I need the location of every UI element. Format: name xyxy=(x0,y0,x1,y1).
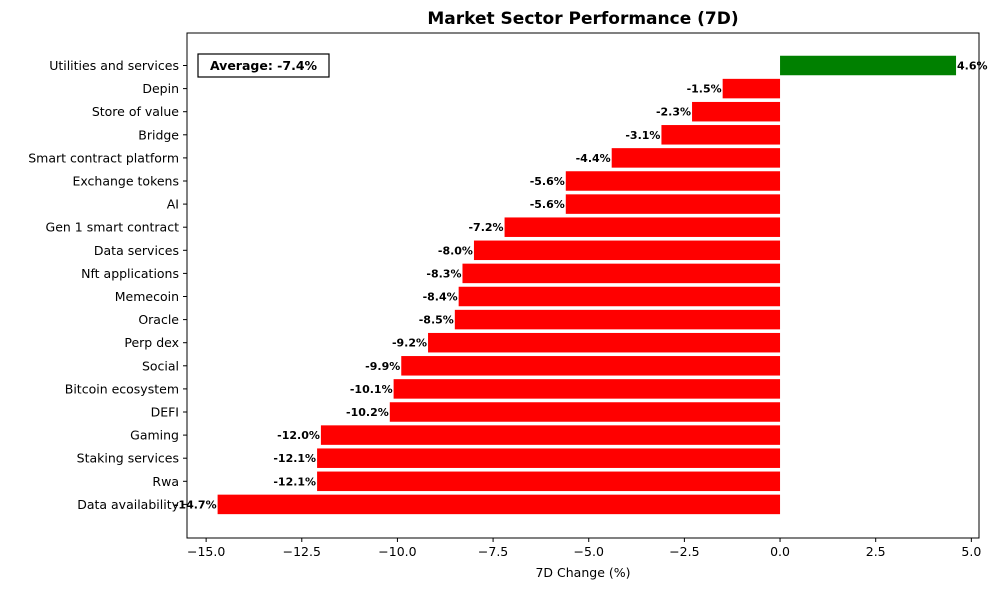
bar-value-label: -2.3% xyxy=(656,106,691,119)
bar-value-label: -1.5% xyxy=(687,83,722,96)
y-tick-label: Social xyxy=(142,358,179,373)
bar-value-label: -9.9% xyxy=(365,360,400,373)
y-tick-label: Memecoin xyxy=(115,289,179,304)
y-tick-label: Depin xyxy=(142,81,179,96)
bars-layer xyxy=(217,55,957,515)
bar xyxy=(692,101,781,122)
average-annotation-text: Average: -7.4% xyxy=(210,58,318,73)
y-tick-label: Utilities and services xyxy=(49,58,179,73)
bar xyxy=(393,379,781,399)
y-tick-label: Data availability xyxy=(77,497,179,512)
y-tick-label: Rwa xyxy=(152,474,179,489)
bar xyxy=(722,78,781,99)
bar xyxy=(454,309,781,330)
bar-value-label: -12.0% xyxy=(277,429,320,442)
bar-value-label: -3.1% xyxy=(625,129,660,142)
x-tick-label: 0.0 xyxy=(770,544,790,559)
bar xyxy=(428,332,781,353)
x-tick-label: −15.0 xyxy=(187,544,225,559)
bar-value-label: -12.1% xyxy=(273,452,316,465)
y-tick-label: Oracle xyxy=(138,312,179,327)
chart-title: Market Sector Performance (7D) xyxy=(427,9,738,29)
bar xyxy=(565,194,781,214)
bar xyxy=(780,55,957,76)
y-tick-label: DEFI xyxy=(151,405,179,420)
bar-value-label: 4.6% xyxy=(957,60,988,73)
x-tick-label: −7.5 xyxy=(478,544,508,559)
bar-value-label: -4.4% xyxy=(576,152,611,165)
x-axis: −15.0 −12.5 −10.0 −7.5 −5.0 −2.5 0.0 2.5 5.0 xyxy=(187,538,981,559)
y-tick-label: Data services xyxy=(94,243,179,258)
y-tick-label: Bridge xyxy=(138,127,179,142)
y-tick-label: Bitcoin ecosystem xyxy=(65,381,179,396)
x-tick-label: −10.0 xyxy=(378,544,416,559)
y-tick-label: Perp dex xyxy=(124,335,179,350)
bar-value-label: -12.1% xyxy=(273,475,316,488)
bar-value-label: -10.2% xyxy=(346,406,389,419)
bar xyxy=(611,148,781,168)
y-tick-label: Smart contract platform xyxy=(28,150,179,165)
bar xyxy=(504,217,781,237)
bar xyxy=(389,402,781,422)
bar xyxy=(473,240,781,261)
average-annotation-box xyxy=(197,53,330,78)
x-tick-label: −12.5 xyxy=(283,544,321,559)
y-axis: Utilities and services Depin Store of valu… xyxy=(28,58,187,512)
bar xyxy=(661,125,781,145)
y-tick-label: Staking services xyxy=(77,451,179,466)
x-axis-label: 7D Change (%) xyxy=(535,565,630,580)
average-annotation: Average: -7.4% xyxy=(197,53,330,78)
y-tick-label: Store of value xyxy=(92,104,179,119)
bar-value-label: -8.5% xyxy=(419,314,454,327)
bar-value-label: -5.6% xyxy=(530,175,565,188)
bar xyxy=(565,171,781,191)
y-tick-label: Gaming xyxy=(130,428,179,443)
bar-value-label: -7.2% xyxy=(468,221,503,234)
y-tick-label: AI xyxy=(167,197,179,212)
bar-value-label: -8.3% xyxy=(426,267,461,280)
bar-value-label: -10.1% xyxy=(350,383,393,396)
bar xyxy=(217,494,781,515)
bar xyxy=(317,448,781,468)
x-tick-label: −5.0 xyxy=(574,544,604,559)
bar-value-label: -14.7% xyxy=(174,498,217,511)
y-tick-label: Gen 1 smart contract xyxy=(46,220,180,235)
bar-value-label: -8.4% xyxy=(423,291,458,304)
x-tick-label: 5.0 xyxy=(961,544,981,559)
y-tick-label: Exchange tokens xyxy=(72,174,179,189)
bar xyxy=(320,425,781,445)
bar xyxy=(458,286,781,307)
bar xyxy=(401,356,781,376)
bar-value-label: -8.0% xyxy=(438,244,473,257)
bar-value-label: -5.6% xyxy=(530,198,565,211)
y-tick-label: Nft applications xyxy=(81,266,179,281)
plot-frame xyxy=(186,32,980,539)
value-labels-layer: 4.6% -1.5% -2.3% -3.1% -4.4% -5.6% -5.6% -7.2% -… xyxy=(174,60,988,512)
bar-value-label: -9.2% xyxy=(392,337,427,350)
x-tick-label: −2.5 xyxy=(669,544,699,559)
x-tick-label: 2.5 xyxy=(866,544,886,559)
bar xyxy=(317,471,781,492)
bar xyxy=(462,263,781,284)
